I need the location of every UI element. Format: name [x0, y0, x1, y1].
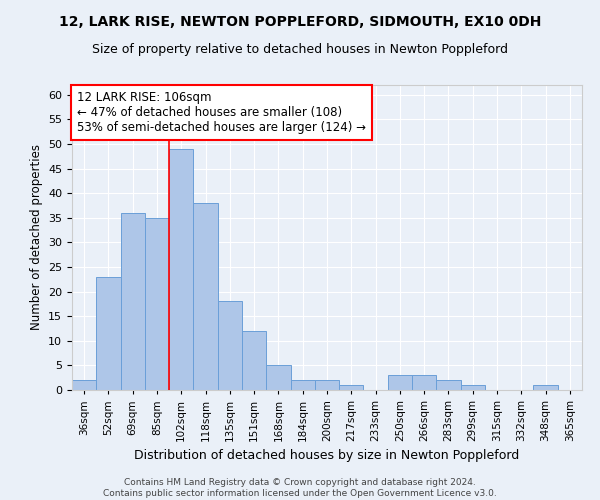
- Bar: [339, 385, 364, 390]
- Text: Contains HM Land Registry data © Crown copyright and database right 2024.
Contai: Contains HM Land Registry data © Crown c…: [103, 478, 497, 498]
- X-axis label: Distribution of detached houses by size in Newton Poppleford: Distribution of detached houses by size …: [134, 450, 520, 462]
- Bar: [388, 375, 412, 390]
- Bar: [290, 380, 315, 390]
- Bar: [242, 331, 266, 390]
- Bar: [145, 218, 169, 390]
- Bar: [266, 366, 290, 390]
- Bar: [193, 203, 218, 390]
- Bar: [96, 277, 121, 390]
- Text: 12 LARK RISE: 106sqm
← 47% of detached houses are smaller (108)
53% of semi-deta: 12 LARK RISE: 106sqm ← 47% of detached h…: [77, 91, 366, 134]
- Bar: [533, 385, 558, 390]
- Text: Size of property relative to detached houses in Newton Poppleford: Size of property relative to detached ho…: [92, 42, 508, 56]
- Y-axis label: Number of detached properties: Number of detached properties: [29, 144, 43, 330]
- Bar: [461, 385, 485, 390]
- Bar: [169, 149, 193, 390]
- Bar: [436, 380, 461, 390]
- Text: 12, LARK RISE, NEWTON POPPLEFORD, SIDMOUTH, EX10 0DH: 12, LARK RISE, NEWTON POPPLEFORD, SIDMOU…: [59, 15, 541, 29]
- Bar: [412, 375, 436, 390]
- Bar: [315, 380, 339, 390]
- Bar: [121, 213, 145, 390]
- Bar: [218, 302, 242, 390]
- Bar: [72, 380, 96, 390]
